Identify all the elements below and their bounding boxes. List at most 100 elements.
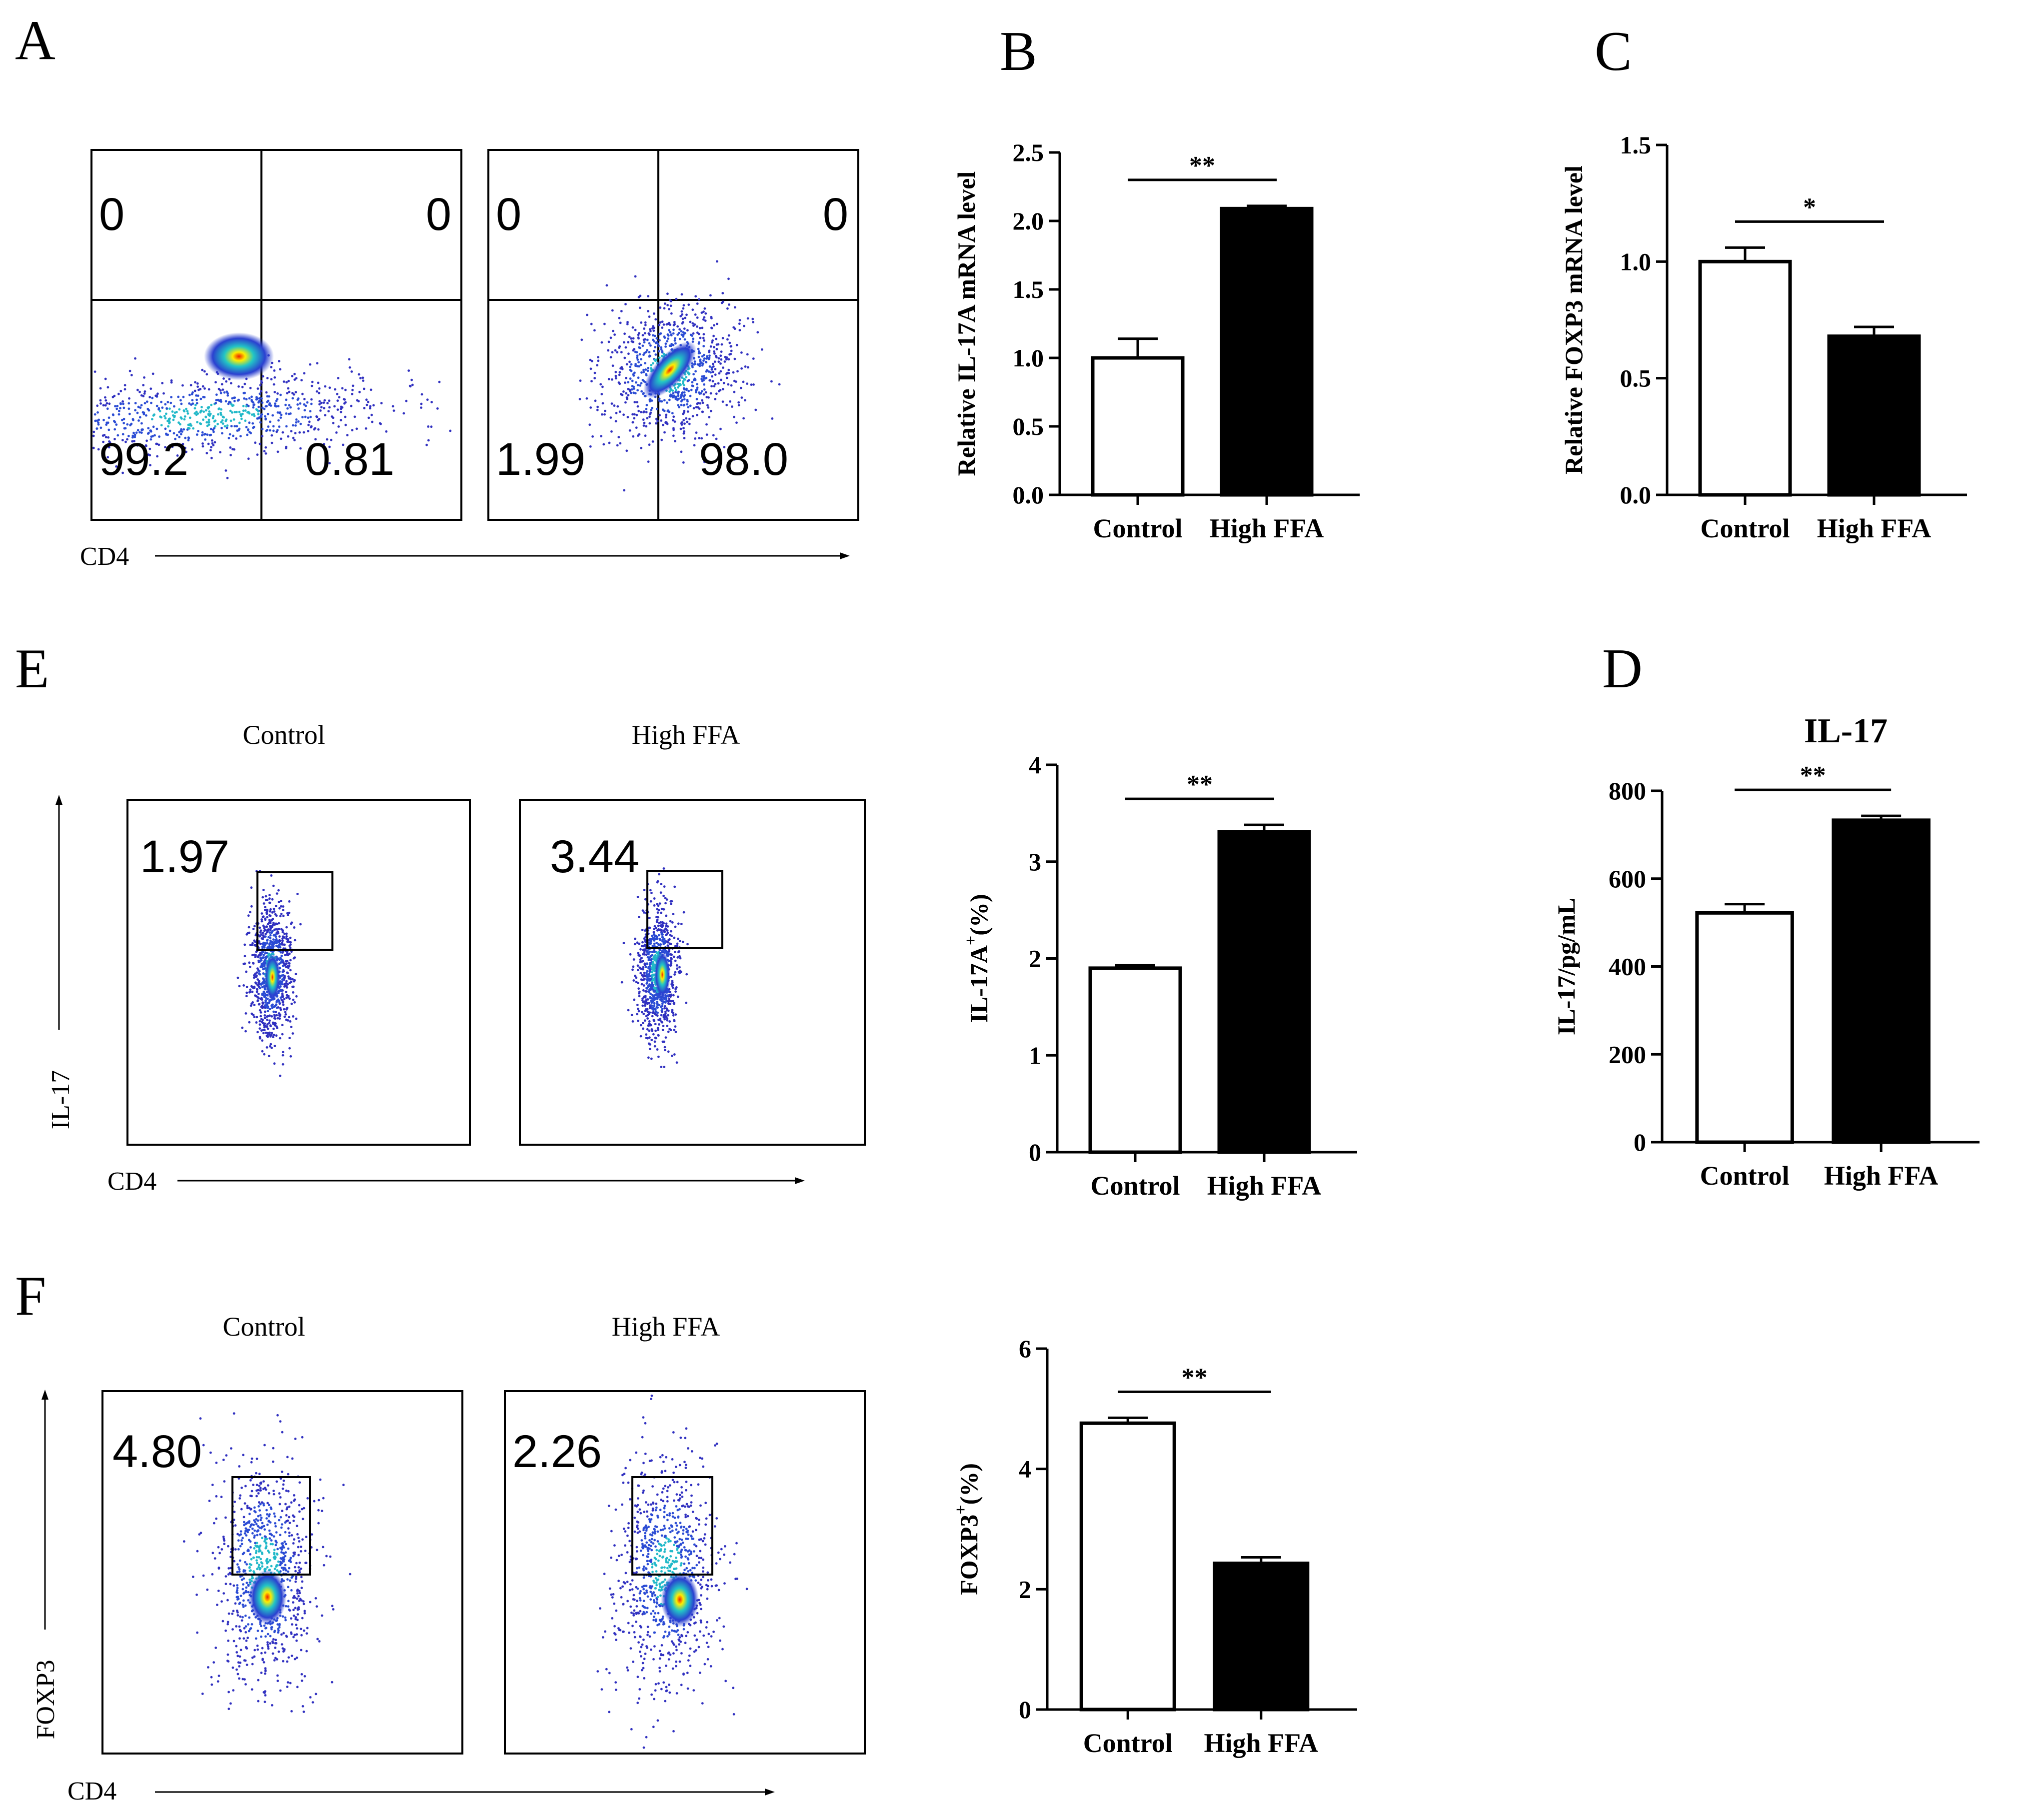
event-dot [227, 1545, 229, 1548]
event-dot [704, 312, 707, 315]
event-dot [274, 1642, 277, 1645]
event-dot [274, 1647, 276, 1649]
event-dot [647, 959, 650, 961]
event-dot [226, 392, 229, 395]
event-dot [282, 978, 285, 981]
event-dot [690, 388, 693, 391]
event-dot [266, 939, 268, 942]
event-dot [227, 1612, 230, 1615]
event-dot [245, 1647, 248, 1650]
event-dot [633, 943, 636, 946]
event-dot [652, 1658, 655, 1661]
event-dot [643, 341, 646, 344]
event-dot [161, 406, 164, 409]
event-dot [636, 356, 638, 359]
event-dot [673, 1544, 675, 1547]
event-dot [642, 953, 644, 956]
event-dot [317, 1499, 320, 1502]
event-dot [281, 1051, 284, 1054]
event-dot [637, 987, 640, 990]
event-dot [259, 929, 262, 932]
event-dot [677, 922, 680, 925]
event-dot [715, 437, 718, 440]
event-dot [733, 306, 736, 309]
event-dot [658, 1657, 661, 1660]
event-dot [660, 346, 662, 349]
event-dot [677, 937, 679, 940]
event-dot [126, 452, 129, 455]
event-dot [214, 425, 216, 428]
event-dot [667, 939, 670, 942]
event-dot [238, 1625, 241, 1628]
event-dot [589, 367, 592, 370]
event-dot [666, 1500, 669, 1503]
event-dot [300, 1508, 303, 1511]
event-dot [247, 914, 250, 917]
event-dot [640, 358, 642, 361]
event-dot [287, 1586, 289, 1589]
event-dot [717, 357, 720, 360]
event-dot [667, 334, 670, 337]
event-dot [644, 1524, 647, 1527]
arrow-head-icon [795, 1177, 805, 1184]
event-dot [663, 1566, 666, 1569]
event-dot [253, 925, 256, 928]
event-dot [293, 926, 295, 929]
event-dot [184, 446, 186, 449]
event-dot [234, 1548, 237, 1551]
event-dot [286, 1570, 289, 1573]
event-dot [666, 401, 668, 404]
event-dot [239, 1530, 242, 1533]
event-dot [195, 413, 198, 416]
event-dot [371, 420, 373, 423]
event-dot [293, 1634, 296, 1637]
event-dot [644, 1002, 647, 1005]
event-dot [634, 974, 636, 977]
event-dot [637, 1521, 640, 1524]
event-dot [212, 415, 215, 417]
event-dot [233, 1511, 236, 1514]
event-dot [332, 421, 335, 424]
event-dot [216, 1680, 219, 1683]
event-dot [145, 414, 147, 417]
event-dot [701, 399, 703, 402]
event-dot [236, 1611, 239, 1614]
event-dot [643, 1593, 646, 1595]
event-dot [242, 962, 245, 965]
event-dot [281, 1510, 283, 1513]
event-dot [615, 411, 618, 414]
event-dot [733, 415, 735, 418]
event-dot [658, 414, 661, 416]
event-dot [714, 1584, 717, 1587]
event-dot [250, 400, 253, 403]
event-dot [300, 1673, 303, 1676]
event-dot [235, 1668, 238, 1671]
event-dot [585, 397, 588, 400]
event-dot [306, 1497, 309, 1500]
event-dot [114, 405, 116, 407]
event-dot [318, 403, 321, 406]
event-dot [260, 918, 263, 921]
event-dot [674, 440, 676, 442]
event-dot [268, 894, 271, 897]
event-dot [239, 1575, 242, 1578]
event-dot [661, 350, 664, 353]
event-dot [687, 406, 690, 408]
event-dot [676, 942, 679, 945]
event-dot [701, 375, 704, 378]
event-dot [257, 1505, 260, 1508]
event-dot [611, 351, 614, 354]
event-dot [627, 387, 629, 390]
event-dot [611, 1617, 614, 1620]
event-dot [288, 952, 291, 955]
event-dot [254, 956, 257, 958]
event-dot [201, 431, 204, 434]
event-dot [701, 401, 704, 404]
event-dot [213, 1557, 216, 1560]
event-dot [671, 419, 674, 422]
event-dot [658, 922, 661, 924]
event-dot [738, 319, 741, 321]
event-dot [305, 1650, 308, 1653]
event-dot [686, 1631, 689, 1634]
event-dot [664, 1470, 667, 1473]
